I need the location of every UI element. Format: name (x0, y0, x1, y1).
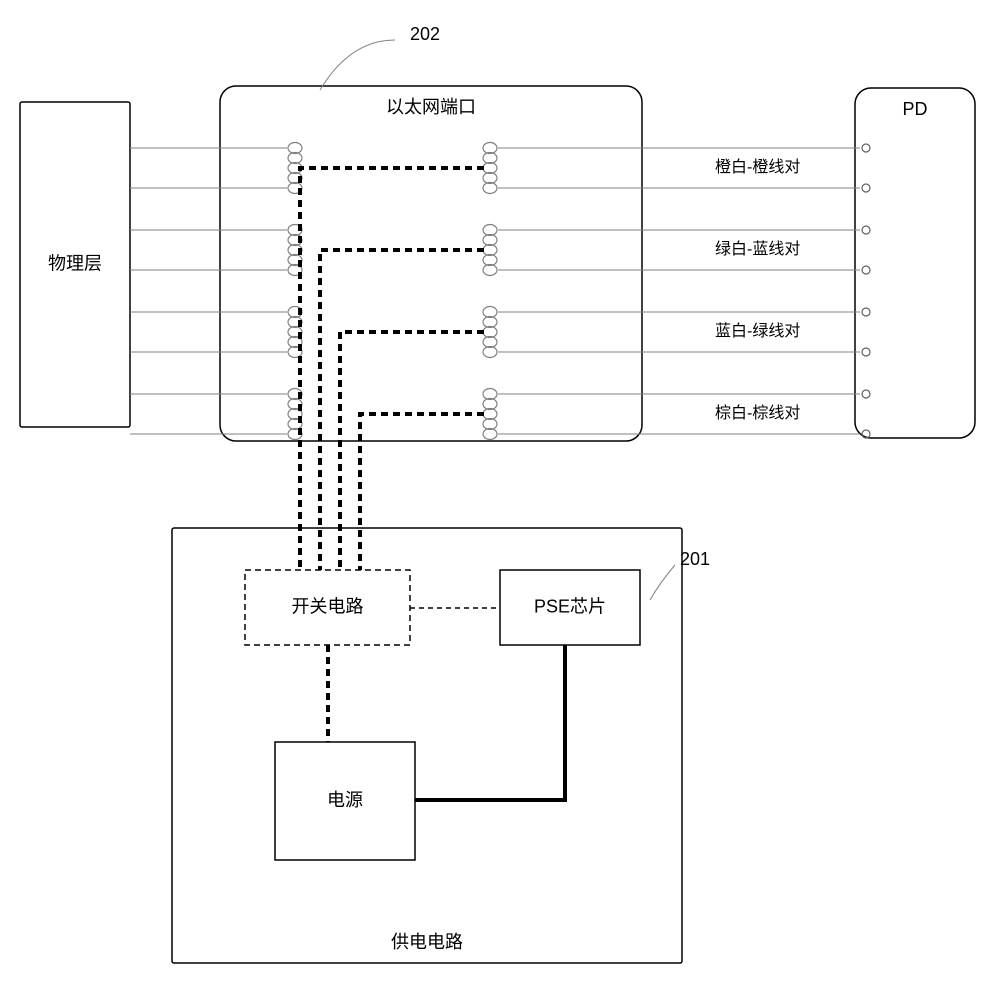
wire-pair-label-3: 棕白-棕线对 (715, 404, 800, 422)
pd-pin (862, 144, 870, 152)
pse-chip-label: PSE芯片 (534, 596, 606, 616)
wire-pair-label-1: 绿白-蓝线对 (715, 240, 800, 258)
pd-block (855, 88, 975, 438)
ref-202: 202 (410, 24, 440, 44)
leader-201 (650, 565, 675, 600)
ethernet-port-label: 以太网端口 (386, 97, 476, 117)
pd-pin (862, 390, 870, 398)
ref-201: 201 (680, 549, 710, 569)
pd-pin (862, 266, 870, 274)
center-tap-line-3 (360, 414, 484, 570)
pd-pin (862, 348, 870, 356)
switch-circuit-label: 开关电路 (292, 596, 364, 616)
pd-pin (862, 308, 870, 316)
wire-pair-label-0: 橙白-橙线对 (715, 158, 800, 176)
center-tap-line-0 (300, 168, 484, 570)
power-to-pse (415, 645, 565, 800)
physical-layer-label: 物理层 (48, 253, 102, 273)
pd-pin (862, 184, 870, 192)
center-tap-line-1 (320, 250, 484, 570)
ethernet-port (220, 86, 642, 441)
power-circuit-label: 供电电路 (391, 932, 463, 952)
power-source-label: 电源 (327, 790, 363, 810)
poe-diagram: 物理层 以太网端口 PD 供电电路 开关电路 PSE芯片电源 202 201 橙白-橙线对绿白-… (0, 0, 991, 1000)
wire-pair-label-2: 蓝白-绿线对 (715, 322, 800, 340)
pd-pin (862, 226, 870, 234)
power-circuit (172, 528, 682, 963)
pd-block-label: PD (902, 99, 927, 119)
leader-202 (320, 40, 395, 90)
